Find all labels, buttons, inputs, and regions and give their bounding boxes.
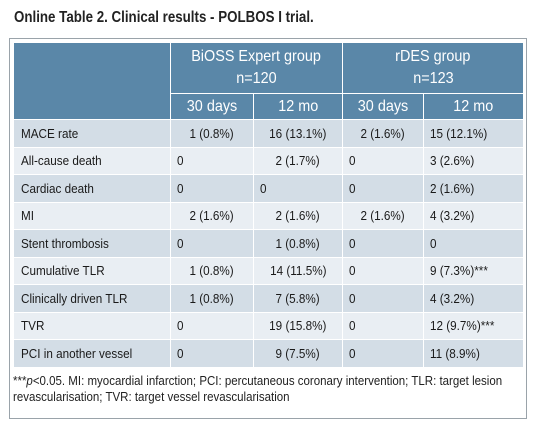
row-label: Clinically driven TLR [13, 284, 171, 313]
row-label: Cardiac death [13, 174, 171, 203]
table-cell: 2 (1.6%) [342, 201, 425, 230]
subheader-cell: 30 days [342, 93, 425, 120]
table-cell: 2 (1.7%) [252, 146, 344, 175]
subheader-cell: 30 days [170, 93, 254, 120]
group-n: n=123 [412, 70, 454, 87]
table-cell: 0 [342, 174, 425, 203]
subheader-cell: 12 mo [423, 93, 525, 120]
row-label: Stent thrombosis [13, 229, 171, 258]
table-cell: 1 (0.8%) [170, 284, 254, 313]
table-cell: 0 [342, 284, 425, 313]
clinical-results-table: BiOSS Expert group n=120 rDES group n=12… [13, 42, 525, 368]
table-title: Online Table 2. Clinical results - POLBO… [14, 9, 314, 26]
table-cell: 0 [423, 229, 525, 258]
table-row: MI 2 (1.6%) 2 (1.6%) 2 (1.6%) 4 (3.2%) [13, 201, 525, 230]
table-cell: 1 (0.8%) [252, 229, 344, 258]
table-cell: 7 (5.8%) [252, 284, 344, 313]
group-name: rDES group [395, 48, 471, 65]
table-cell: 0 [342, 229, 425, 258]
row-label: MI [13, 201, 171, 230]
table-cell: 1 (0.8%) [170, 256, 254, 285]
table-footnote: ***p<0.05. MI: myocardial infarction; PC… [13, 373, 523, 405]
table-cell: 2 (1.6%) [342, 119, 425, 148]
footnote-p: p [26, 374, 33, 388]
row-label: MACE rate [13, 119, 171, 148]
table-row: Cumulative TLR 1 (0.8%) 14 (11.5%) 0 9 (… [13, 256, 525, 285]
subheader-cell: 12 mo [252, 93, 344, 120]
table-row: Stent thrombosis 0 1 (0.8%) 0 0 [13, 229, 525, 258]
footnote-stars: *** [13, 374, 27, 388]
table-cell: 0 [170, 146, 254, 175]
table-cell: 0 [170, 229, 254, 258]
row-label: All-cause death [13, 146, 171, 175]
group-name: BiOSS Expert group [191, 48, 322, 65]
table-cell: 2 (1.6%) [252, 201, 344, 230]
table-cell: 12 (9.7%)*** [423, 311, 525, 340]
table-cell: 1 (0.8%) [170, 119, 254, 148]
table-cell: 9 (7.5%) [252, 339, 344, 368]
group-header-bioss: BiOSS Expert group n=120 [169, 42, 344, 94]
table-row: Cardiac death 0 0 0 2 (1.6%) [13, 174, 525, 203]
table-cell: 3 (2.6%) [423, 146, 525, 175]
table-cell: 15 (12.1%) [423, 119, 525, 148]
table-cell: 9 (7.3%)*** [423, 256, 525, 285]
table-cell: 0 [252, 174, 344, 203]
table-cell: 14 (11.5%) [252, 256, 344, 285]
table-cell: 4 (3.2%) [423, 201, 525, 230]
table-row: MACE rate 1 (0.8%) 16 (13.1%) 2 (1.6%) 1… [13, 119, 525, 148]
table-cell: 19 (15.8%) [252, 311, 344, 340]
table-cell: 0 [342, 339, 425, 368]
table-cell: 2 (1.6%) [170, 201, 254, 230]
table-cell: 0 [170, 339, 254, 368]
footnote-text: <0.05. MI: myocardial infarction; PCI: p… [13, 374, 503, 404]
table-row: PCI in another vessel 0 9 (7.5%) 0 11 (8… [13, 339, 525, 368]
table-cell: 0 [170, 311, 254, 340]
table-cell: 0 [342, 146, 425, 175]
table-frame [9, 38, 527, 419]
header-corner [13, 42, 171, 120]
group-n: n=120 [236, 70, 277, 87]
table-row: All-cause death 0 2 (1.7%) 0 3 (2.6%) [13, 146, 525, 175]
table-cell: 0 [170, 174, 254, 203]
table-cell: 0 [342, 256, 425, 285]
table-row: Clinically driven TLR 1 (0.8%) 7 (5.8%) … [13, 284, 525, 313]
table-cell: 11 (8.9%) [423, 339, 525, 368]
row-label: TVR [13, 311, 171, 340]
table-cell: 2 (1.6%) [423, 174, 525, 203]
row-label: Cumulative TLR [13, 256, 171, 285]
table-cell: 0 [342, 311, 425, 340]
group-header-rdes: rDES group n=123 [342, 42, 525, 94]
table-cell: 16 (13.1%) [252, 119, 344, 148]
row-label: PCI in another vessel [13, 339, 171, 368]
table-row: TVR 0 19 (15.8%) 0 12 (9.7%)*** [13, 311, 525, 340]
table-cell: 4 (3.2%) [423, 284, 525, 313]
